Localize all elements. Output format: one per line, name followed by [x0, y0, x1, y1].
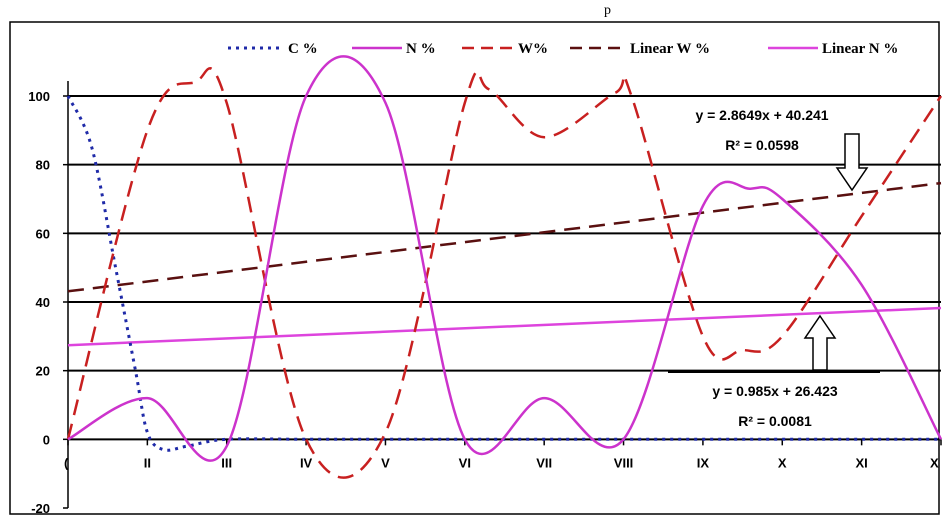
legend-entry: C %	[228, 41, 318, 57]
x-tick-label: IV	[300, 455, 313, 470]
annotations: y = 2.8649x + 40.241 R² = 0.0598 y = 0.985…	[668, 107, 880, 429]
legend-label: Linear W %	[630, 41, 710, 57]
chart-frame	[9, 21, 940, 515]
x-tick-label: IX	[697, 455, 710, 470]
trend-equation: y = 2.8649x + 40.241	[695, 107, 828, 123]
x-tick-label: X	[930, 455, 939, 470]
annotation-arrow	[835, 133, 869, 192]
legend-label: C %	[288, 41, 318, 57]
legend-label: N %	[406, 41, 436, 57]
legend-label: W%	[518, 41, 548, 57]
legend-entry: N %	[352, 41, 436, 57]
series-line-linear-n	[67, 306, 942, 347]
y-tick-label: 60	[36, 226, 50, 241]
series-line-c	[66, 95, 941, 452]
series-line-linear-w	[67, 181, 942, 293]
x-tick-label: XI	[855, 455, 867, 470]
series-line-w	[66, 67, 943, 479]
legend-entry: Linear N %	[768, 41, 898, 57]
legend-entry: W%	[462, 41, 548, 57]
x-tick-label: VIII	[614, 455, 634, 470]
trend-equation: y = 0.985x + 26.423	[712, 383, 838, 399]
legend: C % N % W% Linear W % Linear N %	[228, 41, 898, 57]
x-tick-marker: (	[64, 455, 69, 470]
legend-label: Linear N %	[822, 41, 898, 57]
series-line-n	[67, 55, 943, 462]
trendline-annotation: y = 0.985x + 26.423 R² = 0.0081	[668, 314, 880, 429]
y-tick-label: 40	[36, 295, 50, 310]
series-lines	[66, 55, 943, 479]
x-tick-label: III	[221, 455, 232, 470]
trend-r-squared: R² = 0.0081	[738, 413, 812, 429]
y-tick-label: 80	[36, 158, 50, 173]
y-tick-label: -20	[31, 501, 50, 516]
y-tick-label: 0	[43, 432, 50, 447]
legend-entry: Linear W %	[570, 41, 710, 57]
grid-lines	[68, 95, 941, 372]
annotation-arrow	[803, 314, 837, 371]
top-label: p	[604, 3, 611, 18]
y-tick-label: 20	[36, 364, 50, 379]
x-tick-label: VI	[459, 455, 471, 470]
trend-r-squared: R² = 0.0598	[725, 137, 799, 153]
x-tick-label: II	[144, 455, 151, 470]
x-tick-label: X	[778, 455, 787, 470]
x-tick-label: V	[381, 455, 390, 470]
trendline-annotation: y = 2.8649x + 40.241 R² = 0.0598	[695, 107, 869, 192]
y-tick-label: 100	[28, 89, 50, 104]
x-tick-label: VII	[536, 455, 552, 470]
